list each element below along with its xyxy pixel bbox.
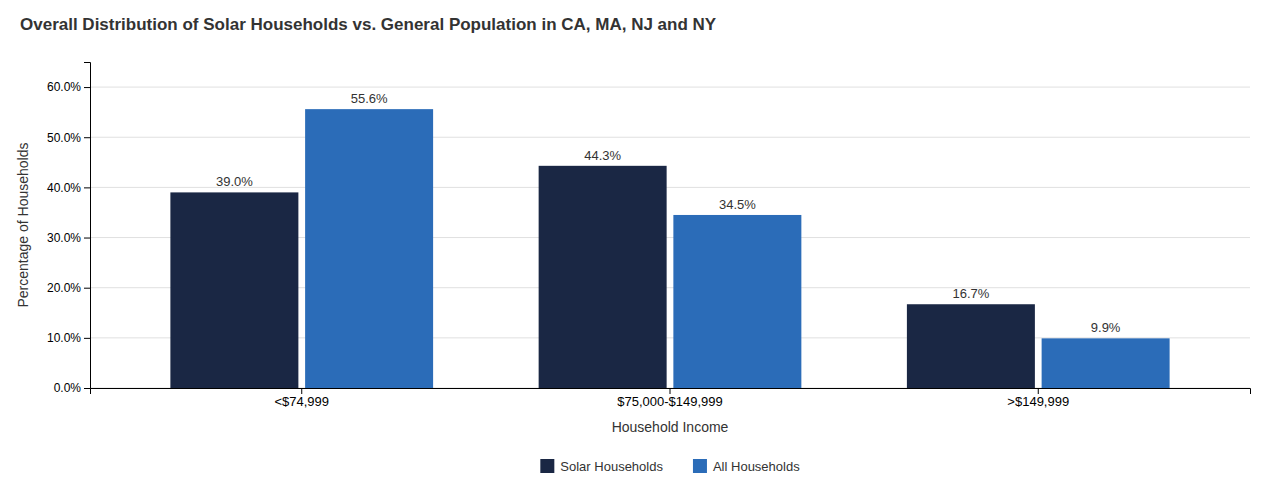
- data-label: 34.5%: [719, 197, 756, 212]
- y-tick: 0.0%: [54, 381, 90, 395]
- y-tick-label: 40.0%: [47, 181, 81, 195]
- y-tick: 50.0%: [47, 131, 90, 145]
- x-tick: $75,000-$149,999: [617, 388, 723, 409]
- data-label: 39.0%: [216, 174, 253, 189]
- grid-line: [90, 87, 1250, 88]
- y-tick: 10.0%: [47, 331, 90, 345]
- y-tick-label: 10.0%: [47, 331, 81, 345]
- y-tick-mark: [84, 238, 90, 239]
- title: Overall Distribution of Solar Households…: [20, 15, 717, 34]
- chart-container: Overall Distribution of Solar Households…: [0, 0, 1280, 488]
- y-tick: 30.0%: [47, 231, 90, 245]
- grid: [90, 87, 1250, 388]
- x-tick-mark: [670, 388, 671, 394]
- chart-svg: Overall Distribution of Solar Households…: [0, 0, 1280, 488]
- x-tick-mark: [301, 388, 302, 394]
- x-tick-mark: [1038, 388, 1039, 394]
- data-labels: 39.0% 44.3% 16.7% 55.6% 34.5% 9.9%: [216, 91, 1121, 335]
- y-tick-mark: [84, 388, 90, 389]
- legend-item: Solar Households: [540, 459, 663, 474]
- bar: [673, 215, 801, 388]
- legend: Solar Households All Households: [540, 459, 800, 474]
- bar: [907, 304, 1035, 388]
- grid-line: [90, 187, 1250, 188]
- y-axis: 0.0% 10.0% 20.0% 30.0% 40.0% 50.0% 60.0%: [47, 63, 91, 396]
- legend-label: Solar Households: [560, 459, 663, 474]
- x-axis-line: [91, 389, 1251, 395]
- x-tick-label: <$74,999: [274, 394, 329, 409]
- bar: [1042, 338, 1170, 388]
- y-tick-label: 0.0%: [54, 381, 82, 395]
- legend-label: All Households: [713, 459, 800, 474]
- x-tick: <$74,999: [274, 388, 329, 409]
- legend-item: All Households: [693, 459, 800, 474]
- y-tick-label: 20.0%: [47, 281, 81, 295]
- y-tick-label: 30.0%: [47, 231, 81, 245]
- bar: [170, 192, 298, 388]
- bar: [539, 166, 667, 388]
- y-tick: 20.0%: [47, 281, 90, 295]
- data-label: 9.9%: [1091, 320, 1121, 335]
- y-tick-mark: [84, 87, 90, 88]
- x-tick-label: $75,000-$149,999: [617, 394, 723, 409]
- y-tick-mark: [84, 288, 90, 289]
- y-tick-mark: [84, 338, 90, 339]
- x-axis-title: Household Income: [612, 419, 729, 435]
- x-tick: >$149,999: [1007, 388, 1069, 409]
- data-label: 16.7%: [952, 286, 989, 301]
- y-axis-line: [84, 63, 91, 389]
- legend-swatch: [540, 459, 554, 473]
- y-tick-mark: [84, 137, 90, 138]
- bar: [305, 109, 433, 388]
- y-tick-mark: [84, 187, 90, 188]
- x-axis: <$74,999 $75,000-$149,999 >$149,999: [91, 388, 1251, 409]
- y-tick-label: 50.0%: [47, 131, 81, 145]
- y-tick-label: 60.0%: [47, 80, 81, 94]
- grid-line: [90, 137, 1250, 138]
- y-axis-title: Percentage of Households: [15, 143, 31, 308]
- bars: [170, 109, 1169, 388]
- data-label: 55.6%: [351, 91, 388, 106]
- data-label: 44.3%: [584, 148, 621, 163]
- legend-swatch: [693, 459, 707, 473]
- y-tick: 60.0%: [47, 80, 90, 94]
- y-tick: 40.0%: [47, 181, 90, 195]
- x-tick-label: >$149,999: [1007, 394, 1069, 409]
- plot: 39.0% 44.3% 16.7% 55.6% 34.5% 9.9% 0.0% 10.0% 20…: [15, 63, 1251, 436]
